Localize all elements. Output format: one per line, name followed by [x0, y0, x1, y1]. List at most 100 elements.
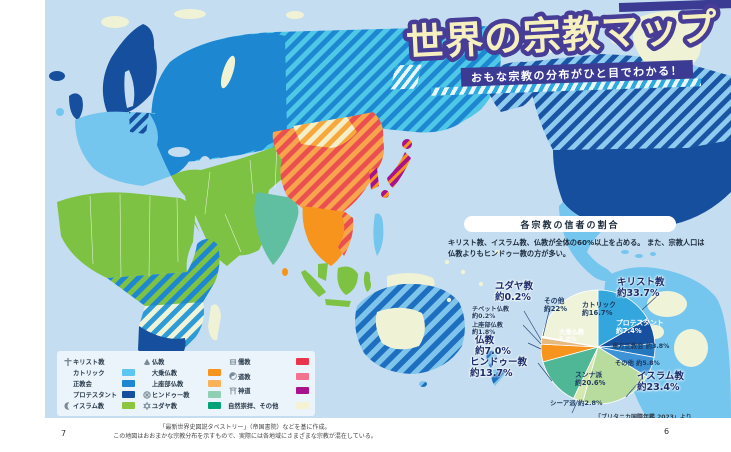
pie-label-tibetan: チベット仏教 約0.2% [472, 306, 510, 321]
religion-share-panel: 各宗教の信者の割合 キリスト教、イスラム教、仏教が全体の60%以上を占める。 ま… [420, 212, 720, 418]
lotus-icon [142, 358, 152, 366]
region-malay-islam [318, 263, 328, 281]
color-chip-shinto [296, 387, 309, 395]
region-north-africa-islam [57, 192, 195, 278]
region-scandinavia-protestant [102, 24, 157, 114]
region-pacific-islands-nature [444, 249, 518, 303]
color-chip-catholic [121, 369, 135, 376]
cross-icon [63, 357, 73, 366]
pie-label-sunni: スンナ派 約20.6% [575, 371, 606, 387]
region-new-zealand [486, 350, 505, 386]
wheel-icon [142, 390, 152, 399]
region-mid-africa-mixed [107, 239, 220, 309]
torii-icon [228, 387, 238, 395]
legend-item-taoism: 道教 [228, 371, 309, 382]
pie-label-catholic: カトリック 約16.7% [582, 301, 616, 317]
region-australia-interior-nature [375, 307, 425, 350]
pie-group-label-hindu: ヒンドゥー教 約13.7% [470, 357, 528, 379]
region-sumatra-islam [301, 270, 326, 297]
pie-group-label-islam: イスラム教 約23.4% [637, 371, 684, 393]
pie-group-label-christianity: キリスト教 約33.7% [617, 277, 665, 299]
chart-source: 「ブリタニカ国際年鑑 2023」より [595, 414, 692, 418]
region-india-hindu [254, 192, 299, 265]
region-caribbean-catholic [621, 250, 656, 258]
region-borneo-islam [337, 266, 358, 295]
color-chip-protestant [121, 391, 135, 398]
color-chip-nature-worship [296, 401, 309, 409]
region-black-sea [168, 147, 190, 157]
legend-item-mahayana: 大乗仏教 [142, 367, 221, 378]
pie-group-label-judaism: ユダヤ教 約0.2% [495, 281, 534, 303]
pie-label-theravada: 上座部仏教 約1.8% [472, 322, 503, 337]
region-indochina-theravada [302, 206, 353, 266]
region-usa-protestant [553, 140, 731, 229]
region-tasmania [419, 381, 427, 387]
crescent-icon [63, 401, 73, 410]
color-chip-hindu [207, 391, 221, 398]
yinyang-icon [228, 372, 238, 380]
region-central-europe-mixed [129, 112, 149, 134]
color-chip-taoism [296, 372, 309, 380]
pie-label-mahayana: 大乗仏教 5.0% [559, 329, 585, 344]
country-borders-africa [89, 145, 278, 278]
legend-item-islam: イスラム教 [63, 400, 135, 411]
color-chip-orthodox [121, 380, 135, 387]
footnote: 「最新世界史図説タペストリー」（帝国書院）などを基に作成。 この地図はおおまかな… [85, 423, 405, 442]
region-ireland-catholic [56, 108, 64, 116]
region-sri-lanka-theravada [282, 268, 288, 276]
legend-item-shinto: 神道 [228, 385, 309, 396]
pie-label-orthodox: 東方正教会 約3.8% [612, 343, 670, 350]
pie-label-other: その他 約22% [544, 297, 568, 313]
world-religion-map-area: 世界の宗教マップ おもな宗教の分布がひと目でわかる！ キリスト教 カトリック [45, 0, 731, 418]
region-japan-shinto-buddhist [381, 139, 412, 198]
region-java-islam [325, 299, 351, 307]
pie-slice-4 [582, 346, 648, 405]
region-sulawesi-islam [363, 271, 371, 292]
color-chip-mahayana [207, 369, 221, 376]
region-arabia-islam [197, 212, 255, 266]
panel-description: キリスト教、イスラム教、仏教が全体の60%以上を占める。 また、宗教人口は仏教よ… [448, 238, 705, 258]
star-of-david-icon [142, 401, 152, 410]
region-madagascar-nature [208, 304, 221, 341]
legend-item-christianity: キリスト教 [63, 356, 135, 367]
legend-item-theravada: 上座部仏教 [142, 378, 221, 389]
panel-title: 各宗教の信者の割合 [520, 220, 620, 231]
legend-item-orthodox: 正教会 [63, 378, 135, 389]
world-map [49, 9, 731, 418]
region-uk-protestant [69, 93, 83, 120]
map-legend: キリスト教 カトリック 正教会 プロテスタント [57, 351, 315, 416]
footnote-line1: 「最新世界史図説タペストリー」（帝国書院）などを基に作成。 [159, 424, 331, 431]
region-canadian-arctic-nature [537, 19, 629, 54]
region-west-europe-catholic [75, 111, 171, 186]
pie-group-label-buddhism: 仏教 約7.0% [475, 335, 511, 357]
region-arctic-island [174, 9, 206, 19]
region-east-europe-orthodox [149, 113, 195, 176]
footnote-line2: この地図はおおまかな宗教分布を示すもので、実際には各地域にさまざまな宗教が混在し… [113, 433, 377, 441]
region-iceland [49, 71, 65, 81]
color-chip-theravada [207, 380, 221, 387]
legend-item-catholic: カトリック [63, 367, 135, 378]
color-chip-judaism [207, 402, 221, 409]
legend-item-protestant: プロテスタント [63, 389, 135, 400]
legend-column-east-asian: 儒教 道教 神道 自然崇拝 [228, 356, 309, 411]
pie-label-christian-other: その他 約5.8% [615, 360, 660, 367]
pie-slices [540, 289, 656, 405]
legend-item-hindu: ヒンドゥー教 [142, 389, 221, 400]
region-canada-mixed [525, 54, 731, 160]
legend-column-christianity-islam: キリスト教 カトリック 正教会 プロテスタント [63, 356, 135, 411]
pie-slice-11 [541, 289, 599, 348]
pie-callout-lines [523, 294, 659, 414]
region-arctic-island [101, 16, 129, 28]
legend-item-judaism: ユダヤ教 [142, 400, 221, 411]
color-chip-islam [121, 402, 135, 409]
pie-label-protestant: プロテスタント 約7.4% [616, 319, 664, 335]
confucian-icon [228, 358, 238, 366]
pie-label-shia: シーア派 約2.8% [550, 399, 603, 407]
legend-column-buddhism-hindu-judaism: 仏教 大乗仏教 上座部仏教 ヒンドゥー教 [142, 356, 221, 411]
region-philippines-catholic [373, 213, 384, 256]
panel-title-pill: 各宗教の信者の割合 [464, 216, 676, 232]
legend-item-confucianism: 儒教 [228, 356, 309, 367]
region-korea-mixed [369, 168, 379, 190]
page-number-left: 7 [61, 429, 67, 438]
